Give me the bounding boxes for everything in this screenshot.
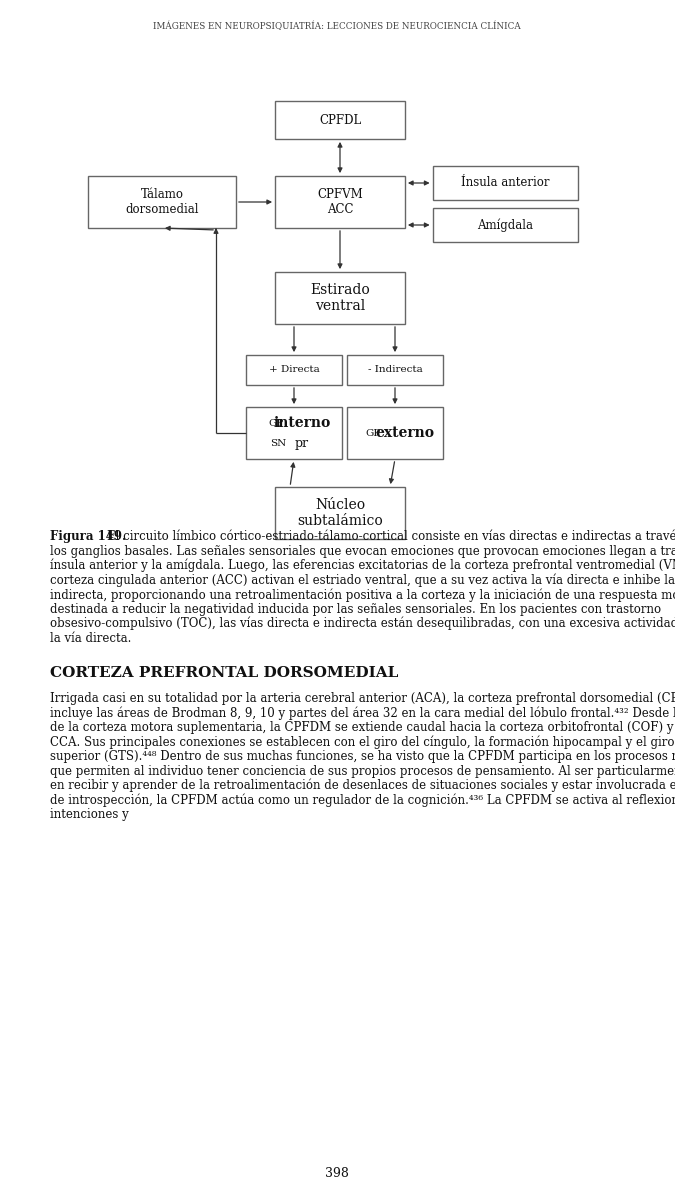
Text: incluye las áreas de Brodman 8, 9, 10 y partes del área 32 en la cara medial del: incluye las áreas de Brodman 8, 9, 10 y … <box>50 707 675 720</box>
Text: superior (GTS).⁴⁴⁸ Dentro de sus muchas funciones, se ha visto que la CPFDM part: superior (GTS).⁴⁴⁸ Dentro de sus muchas … <box>50 750 675 763</box>
Text: ínsula anterior y la amígdala. Luego, las eferencias excitatorias de la corteza : ínsula anterior y la amígdala. Luego, la… <box>50 559 675 572</box>
Text: corteza cingulada anterior (ACC) activan el estriado ventral, que a su vez activ: corteza cingulada anterior (ACC) activan… <box>50 574 675 587</box>
FancyBboxPatch shape <box>88 176 236 228</box>
FancyBboxPatch shape <box>347 355 443 385</box>
Text: Figura 149.: Figura 149. <box>50 530 126 542</box>
FancyBboxPatch shape <box>433 166 578 200</box>
Text: de la corteza motora suplementaria, la CPFDM se extiende caudal hacia la corteza: de la corteza motora suplementaria, la C… <box>50 721 675 734</box>
Text: destinada a reducir la negatividad inducida por las señales sensoriales. En los : destinada a reducir la negatividad induc… <box>50 602 661 616</box>
Text: externo: externo <box>375 426 435 440</box>
Text: Amígdala: Amígdala <box>477 218 533 232</box>
Text: CCA. Sus principales conexiones se establecen con el giro del cíngulo, la formac: CCA. Sus principales conexiones se estab… <box>50 736 675 749</box>
Text: IMÁGENES EN NEUROPSIQUIATRÍA: LECCIONES DE NEUROCIENCIA CLÍNICA: IMÁGENES EN NEUROPSIQUIATRÍA: LECCIONES … <box>153 22 521 31</box>
Text: intenciones y: intenciones y <box>50 808 129 821</box>
FancyBboxPatch shape <box>347 407 443 458</box>
Text: los ganglios basales. Las señales sensoriales que evocan emociones que provocan : los ganglios basales. Las señales sensor… <box>50 545 675 558</box>
Text: Núcleo
subtalámico: Núcleo subtalámico <box>297 498 383 528</box>
Text: CPFDL: CPFDL <box>319 114 361 126</box>
Text: Ínsula anterior: Ínsula anterior <box>461 176 549 190</box>
Text: que permiten al individuo tener conciencia de sus propios procesos de pensamient: que permiten al individuo tener concienc… <box>50 764 675 778</box>
FancyBboxPatch shape <box>275 101 405 139</box>
Text: Irrigada casi en su totalidad por la arteria cerebral anterior (ACA), la corteza: Irrigada casi en su totalidad por la art… <box>50 692 675 704</box>
FancyBboxPatch shape <box>275 487 405 539</box>
Text: de introspección, la CPFDM actúa como un regulador de la cognición.⁴³⁶ La CPFDM : de introspección, la CPFDM actúa como un… <box>50 793 675 806</box>
Text: SN: SN <box>270 438 286 448</box>
Text: la vía directa.: la vía directa. <box>50 631 132 644</box>
Text: Estirado
ventral: Estirado ventral <box>310 283 370 313</box>
Text: + Directa: + Directa <box>269 366 319 374</box>
FancyBboxPatch shape <box>275 272 405 324</box>
Text: 398: 398 <box>325 1166 349 1180</box>
Text: CORTEZA PREFRONTAL DORSOMEDIAL: CORTEZA PREFRONTAL DORSOMEDIAL <box>50 666 398 680</box>
FancyBboxPatch shape <box>246 355 342 385</box>
FancyBboxPatch shape <box>433 208 578 242</box>
Text: indirecta, proporcionando una retroalimentación positiva a la corteza y la inici: indirecta, proporcionando una retroalime… <box>50 588 675 601</box>
Text: interno: interno <box>273 416 331 430</box>
Text: El circuito límbico córtico-estriado-tálamo-cortical consiste en vías directas e: El circuito límbico córtico-estriado-tál… <box>107 530 675 542</box>
Text: - Indirecta: - Indirecta <box>368 366 423 374</box>
Text: pr: pr <box>295 437 309 450</box>
Text: CPFVM
ACC: CPFVM ACC <box>317 188 363 216</box>
Text: en recibir y aprender de la retroalimentación de desenlaces de situaciones socia: en recibir y aprender de la retroaliment… <box>50 779 675 792</box>
Text: obsesivo-compulsivo (TOC), las vías directa e indirecta están desequilibradas, c: obsesivo-compulsivo (TOC), las vías dire… <box>50 617 675 630</box>
Text: Tálamo
dorsomedial: Tálamo dorsomedial <box>126 188 198 216</box>
FancyBboxPatch shape <box>246 407 342 458</box>
FancyBboxPatch shape <box>275 176 405 228</box>
Text: GP: GP <box>365 428 381 438</box>
Text: GP: GP <box>269 419 284 427</box>
